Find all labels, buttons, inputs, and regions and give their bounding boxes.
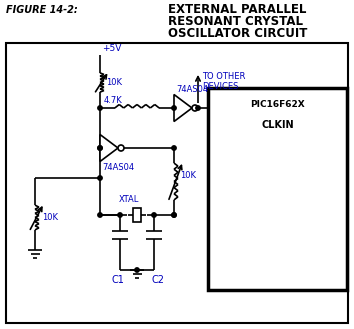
Circle shape bbox=[192, 105, 198, 111]
Circle shape bbox=[172, 213, 176, 217]
Text: 74AS04: 74AS04 bbox=[176, 85, 208, 93]
Circle shape bbox=[172, 213, 176, 217]
Circle shape bbox=[98, 213, 102, 217]
Text: PIC16F62X: PIC16F62X bbox=[250, 100, 305, 109]
Circle shape bbox=[135, 268, 139, 272]
Text: RESONANT CRYSTAL: RESONANT CRYSTAL bbox=[168, 15, 303, 28]
Circle shape bbox=[196, 106, 200, 110]
Circle shape bbox=[172, 146, 176, 150]
Circle shape bbox=[98, 176, 102, 180]
Text: C2: C2 bbox=[152, 275, 165, 285]
Circle shape bbox=[172, 106, 176, 110]
Circle shape bbox=[98, 106, 102, 110]
Text: CLKIN: CLKIN bbox=[261, 120, 294, 130]
Text: C1: C1 bbox=[112, 275, 125, 285]
Text: FIGURE 14-2:: FIGURE 14-2: bbox=[6, 5, 78, 15]
Text: OSCILLATOR CIRCUIT: OSCILLATOR CIRCUIT bbox=[168, 27, 307, 40]
Bar bbox=[6, 43, 348, 323]
Text: 4.7K: 4.7K bbox=[104, 96, 123, 105]
Text: EXTERNAL PARALLEL: EXTERNAL PARALLEL bbox=[168, 3, 306, 16]
Polygon shape bbox=[100, 135, 118, 162]
Circle shape bbox=[118, 145, 124, 151]
Circle shape bbox=[118, 213, 122, 217]
Circle shape bbox=[98, 146, 102, 150]
Text: 10K: 10K bbox=[106, 78, 122, 87]
Text: XTAL: XTAL bbox=[119, 195, 139, 204]
Text: 10K: 10K bbox=[42, 213, 58, 222]
Text: 74AS04: 74AS04 bbox=[102, 163, 134, 171]
Bar bbox=[208, 88, 347, 290]
Text: 10K: 10K bbox=[180, 171, 196, 181]
Text: +5V: +5V bbox=[102, 44, 121, 53]
Polygon shape bbox=[174, 94, 192, 121]
Circle shape bbox=[152, 213, 156, 217]
Text: TO OTHER
DEVICES: TO OTHER DEVICES bbox=[202, 72, 245, 91]
Circle shape bbox=[98, 146, 102, 150]
Bar bbox=[133, 208, 141, 222]
